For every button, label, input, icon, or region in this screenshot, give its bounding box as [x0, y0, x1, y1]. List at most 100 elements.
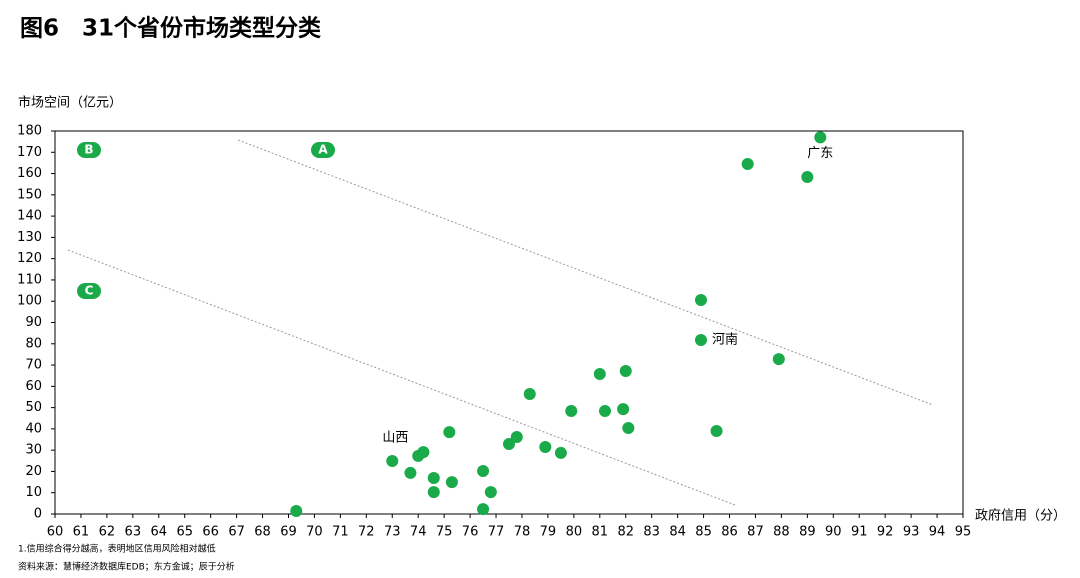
point [503, 437, 515, 450]
point [772, 353, 785, 366]
point [598, 405, 611, 418]
zone-badge [77, 283, 101, 299]
point [694, 293, 707, 306]
x-tick-label: 67 [228, 525, 245, 540]
x-tick-label: 89 [799, 525, 816, 540]
point [427, 472, 440, 485]
x-tick-label: 68 [254, 525, 271, 540]
x-tick-label: 86 [721, 525, 738, 540]
x-tick-label: 95 [955, 525, 972, 540]
y-tick-label: 70 [25, 358, 42, 373]
y-tick-label: 130 [17, 230, 42, 245]
point [801, 170, 814, 183]
x-tick-label: 76 [462, 525, 479, 540]
x-axis-label: 政府信用（分） [975, 509, 1066, 524]
point [710, 425, 723, 438]
point [445, 476, 458, 489]
x-tick-label: 78 [514, 525, 531, 540]
point-label: 河南 [712, 331, 738, 347]
y-tick-label: 120 [17, 251, 42, 266]
x-tick-label: 60 [47, 525, 64, 540]
x-tick-label: 81 [592, 525, 609, 540]
point [539, 440, 552, 453]
y-tick-label: 170 [17, 145, 42, 160]
x-tick-label: 73 [384, 525, 401, 540]
x-tick-label: 85 [695, 525, 712, 540]
point [290, 505, 303, 518]
x-tick-label: 77 [488, 525, 505, 540]
x-tick-label: 64 [150, 525, 167, 540]
x-tick-label: 92 [877, 525, 894, 540]
y-tick-label: 180 [17, 124, 42, 139]
x-tick-label: 66 [202, 525, 219, 540]
y-tick-label: 100 [17, 294, 42, 309]
x-tick-label: 63 [125, 525, 142, 540]
point [477, 465, 490, 478]
y-tick-label: 0 [34, 507, 42, 522]
y-tick-label: 10 [25, 485, 42, 500]
zone-label: C [85, 284, 94, 298]
x-tick-label: 87 [747, 525, 764, 540]
x-tick-label: 62 [99, 525, 116, 540]
point [741, 157, 754, 170]
point [814, 131, 827, 144]
chart-title: 图6 31个省份市场类型分类 [20, 15, 321, 42]
x-tick-label: 88 [773, 525, 790, 540]
point [510, 430, 523, 443]
x-tick-label: 83 [643, 525, 660, 540]
y-axis-label: 市场空间（亿元） [18, 95, 122, 111]
x-tick-label: 79 [540, 525, 557, 540]
y-tick-label: 90 [25, 315, 42, 330]
note: 1.信用综合得分越高，表明地区信用风险相对越低 [18, 543, 216, 555]
y-tick-label: 30 [25, 443, 42, 458]
point [694, 333, 707, 346]
y-tick-label: 150 [17, 187, 42, 202]
point [619, 365, 632, 378]
zone-label: B [84, 143, 93, 157]
point [484, 486, 497, 499]
point [443, 426, 456, 439]
y-tick-label: 60 [25, 379, 42, 394]
x-tick-label: 80 [566, 525, 583, 540]
point [617, 403, 630, 416]
x-tick-label: 72 [358, 525, 375, 540]
x-tick-label: 94 [929, 525, 946, 540]
x-tick-label: 90 [825, 525, 842, 540]
x-tick-label: 75 [436, 525, 453, 540]
zone-badge [77, 142, 101, 158]
divider-line [237, 139, 934, 406]
zone-label: A [318, 143, 328, 157]
y-tick-label: 20 [25, 464, 42, 479]
x-tick-label: 61 [73, 525, 90, 540]
x-tick-label: 65 [176, 525, 193, 540]
x-tick-label: 70 [306, 525, 323, 540]
point [412, 449, 425, 462]
point [523, 387, 536, 400]
x-tick-label: 91 [851, 525, 868, 540]
point [427, 486, 440, 499]
plot-frame [54, 130, 964, 515]
point [404, 466, 417, 479]
source: 资料来源：慧博经济数据库EDB；东方金诚；辰于分析 [18, 561, 235, 573]
y-tick-label: 50 [25, 400, 42, 415]
point-label: 山西 [382, 431, 408, 446]
x-tick-label: 84 [669, 525, 686, 540]
point-label: 广东 [807, 146, 833, 161]
y-tick-label: 40 [25, 421, 42, 436]
y-tick-label: 110 [17, 272, 42, 287]
x-tick-label: 69 [280, 525, 297, 540]
divider-line [67, 249, 736, 506]
x-tick-label: 82 [617, 525, 634, 540]
x-tick-label: 93 [903, 525, 920, 540]
y-tick-label: 80 [25, 336, 42, 351]
point [554, 446, 567, 459]
point [386, 455, 399, 468]
point [622, 422, 635, 435]
x-tick-label: 74 [410, 525, 427, 540]
point [477, 503, 490, 516]
zone-badge [311, 142, 335, 158]
y-tick-label: 140 [17, 209, 42, 224]
point [593, 367, 606, 380]
y-tick-label: 160 [17, 166, 42, 181]
x-tick-label: 71 [332, 525, 349, 540]
